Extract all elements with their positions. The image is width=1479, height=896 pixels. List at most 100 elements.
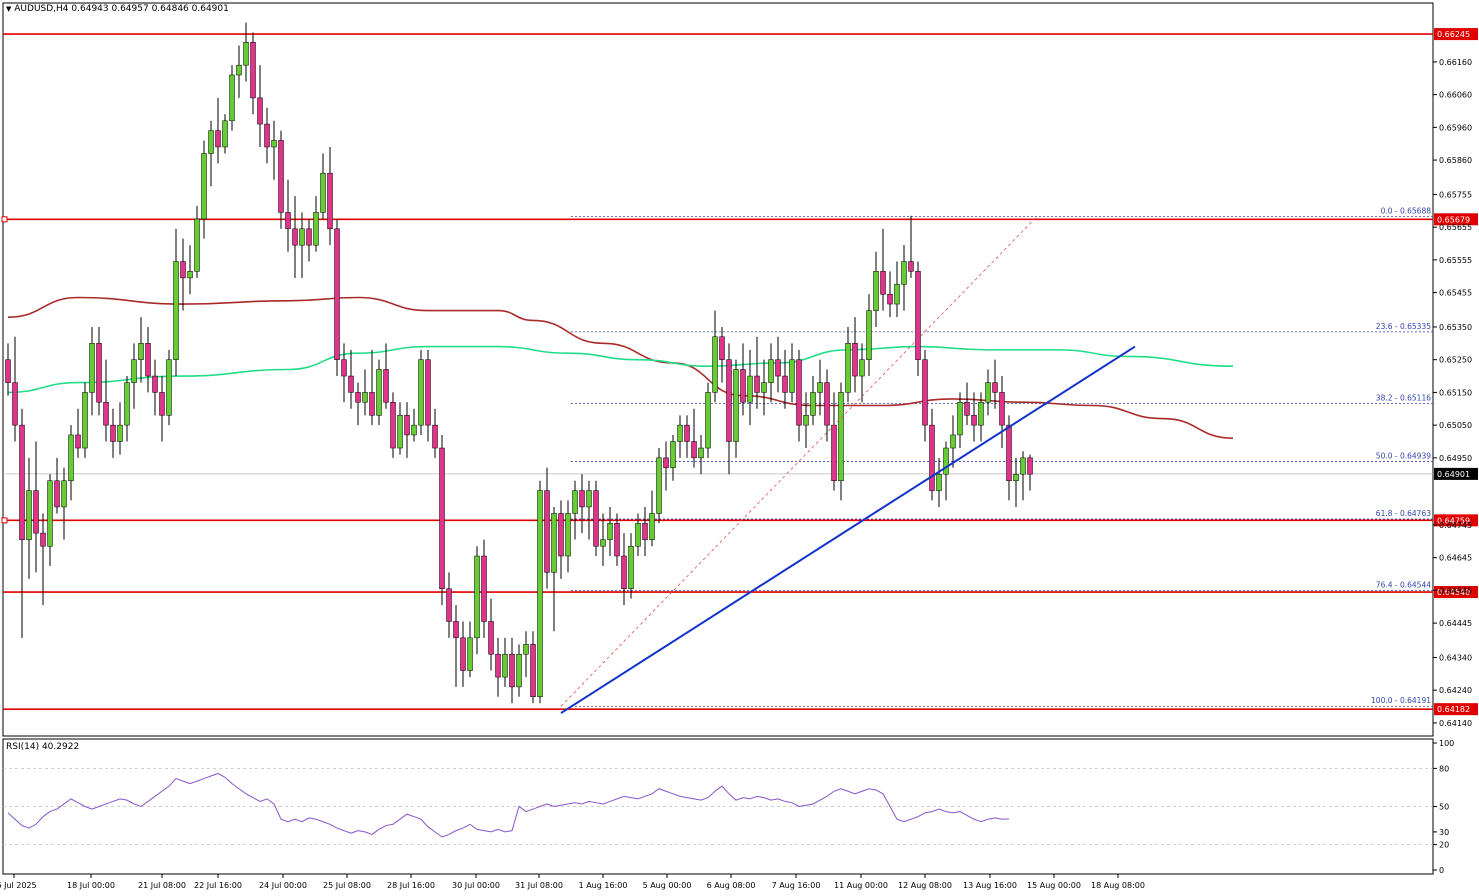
level-price-tag — [1434, 28, 1478, 41]
candle — [257, 65, 263, 147]
candle — [194, 205, 200, 278]
candle-body — [47, 480, 53, 547]
candle-body — [747, 375, 753, 403]
candle — [670, 434, 676, 481]
candle-body — [873, 271, 879, 311]
candle — [635, 513, 641, 557]
candle-body — [306, 228, 312, 246]
candle-body — [369, 392, 375, 416]
candle — [82, 382, 88, 458]
candle-body — [61, 480, 67, 508]
candle — [782, 349, 788, 409]
candle — [397, 402, 403, 455]
candle-body — [250, 42, 256, 99]
time-tick-label: 5 Aug 00:00 — [643, 881, 692, 890]
candle-body — [201, 153, 207, 220]
candle — [705, 382, 711, 458]
candle — [866, 294, 872, 377]
candle-body — [775, 359, 781, 377]
candle — [1020, 451, 1026, 501]
candle-body — [866, 310, 872, 360]
candle-body — [187, 271, 193, 279]
candle-body — [712, 336, 718, 393]
price-tick-label: 0.64645 — [1439, 554, 1472, 563]
fib-level-label: 50.0 - 0.64939 — [1376, 451, 1431, 460]
candle — [544, 467, 550, 589]
candle-body — [691, 441, 697, 459]
candle — [943, 441, 949, 501]
fast-moving-average — [7, 345, 1234, 394]
candle — [369, 349, 375, 426]
candle — [859, 343, 865, 403]
candle — [579, 474, 585, 534]
rsi-tick-label: 100 — [1439, 739, 1454, 748]
collapse-triangle-icon[interactable]: ▼ — [6, 5, 12, 13]
candle-body — [19, 424, 25, 540]
candle-body — [565, 513, 571, 557]
candle — [887, 271, 893, 318]
candle-body — [425, 359, 431, 426]
candle — [1013, 457, 1019, 507]
candle — [880, 228, 886, 311]
candle — [89, 326, 95, 416]
candle-body — [103, 401, 109, 426]
candle — [355, 382, 361, 426]
candle-body — [481, 555, 487, 622]
candle-body — [908, 261, 914, 272]
candle — [516, 644, 522, 697]
candle — [439, 434, 445, 606]
candle — [523, 631, 529, 678]
candle-body — [341, 359, 347, 377]
price-tick-label: 0.66060 — [1439, 91, 1472, 100]
candle-body — [159, 392, 165, 416]
candle-body — [789, 359, 795, 393]
candle — [40, 513, 46, 606]
candle-body — [271, 140, 277, 148]
candle-body — [817, 382, 823, 393]
candle-body — [950, 434, 956, 449]
candle — [495, 637, 501, 697]
candle-body — [614, 523, 620, 557]
candle-body — [1027, 457, 1033, 475]
candle — [621, 533, 627, 606]
candle — [684, 415, 690, 458]
candle-body — [978, 401, 984, 426]
candle — [796, 349, 802, 442]
price-tick-label: 0.64445 — [1439, 619, 1472, 628]
candle-body — [362, 392, 368, 403]
candle — [110, 408, 116, 458]
moving-average-layer — [7, 296, 1234, 440]
candle-body — [152, 375, 158, 393]
candle — [999, 376, 1005, 449]
candle-body — [432, 424, 438, 449]
candle — [558, 500, 564, 579]
candle-body — [1020, 457, 1026, 475]
candle — [96, 326, 102, 416]
time-tick-label: 7 Aug 16:00 — [772, 881, 821, 890]
candle-body — [292, 228, 298, 246]
candle-body — [110, 424, 116, 442]
candle-body — [355, 392, 361, 403]
candle — [929, 408, 935, 501]
candle-body — [656, 457, 662, 514]
candle — [922, 349, 928, 442]
price-tick-label: 0.65860 — [1439, 156, 1472, 165]
level-price-tag — [1434, 213, 1478, 226]
main-border — [2, 2, 1434, 737]
price-tick-label: 0.64140 — [1439, 719, 1472, 728]
candle-body — [929, 424, 935, 491]
candle-body — [726, 359, 732, 442]
candle-body — [852, 343, 858, 377]
candle — [733, 359, 739, 458]
candle-body — [334, 228, 340, 360]
candle-body — [992, 382, 998, 393]
level-price-tag — [1434, 586, 1478, 599]
candle — [894, 261, 900, 318]
candle-body — [768, 359, 774, 383]
candle — [649, 490, 655, 547]
candle — [47, 474, 53, 566]
level-price-label: 0.65679 — [1437, 215, 1470, 224]
candle-body — [278, 140, 284, 213]
candle-body — [754, 375, 760, 393]
candle — [229, 65, 235, 131]
